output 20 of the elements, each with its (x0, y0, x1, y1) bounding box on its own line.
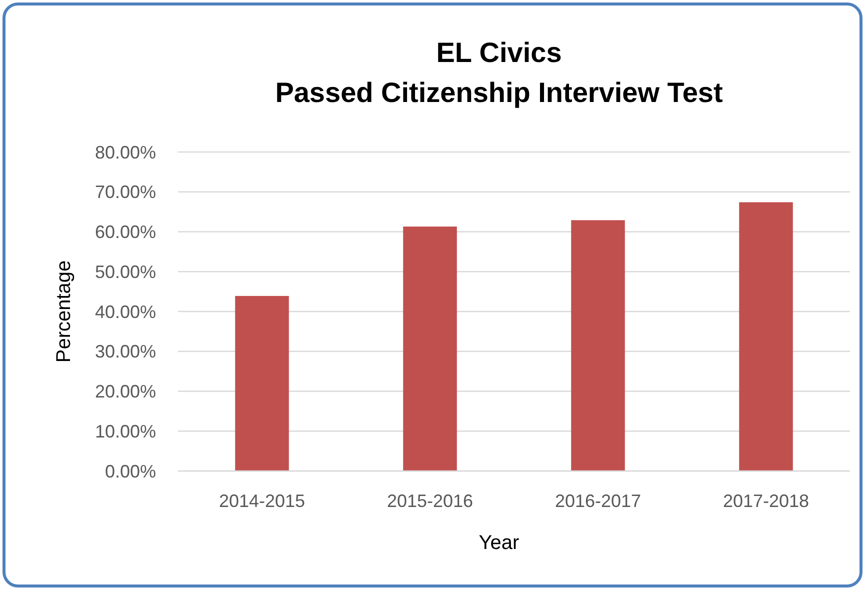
bar (739, 202, 793, 471)
y-tick-label: 50.00% (94, 262, 156, 282)
x-axis-title: Year (478, 532, 520, 554)
y-tick-label: 70.00% (94, 182, 156, 202)
y-tick-label: 20.00% (94, 382, 156, 402)
bar (235, 296, 289, 471)
x-tick-label: 2015-2016 (386, 491, 474, 511)
y-tick-label: 30.00% (94, 342, 156, 362)
y-tick-label: 40.00% (94, 302, 156, 322)
x-tick-label: 2016-2017 (554, 491, 642, 511)
y-axis-title: Percentage (53, 260, 75, 363)
bar (571, 220, 625, 471)
y-tick-label: 80.00% (94, 142, 156, 162)
y-tick-label: 10.00% (94, 421, 156, 442)
x-tick-label: 2017-2018 (722, 491, 810, 511)
y-tick-label: 0.00% (104, 461, 156, 482)
y-tick-label: 60.00% (94, 222, 156, 242)
chart-title: EL Civics Passed Citizenship Interview Test (275, 37, 723, 108)
x-tick-label: 2014-2015 (218, 491, 306, 511)
bar (403, 226, 457, 471)
